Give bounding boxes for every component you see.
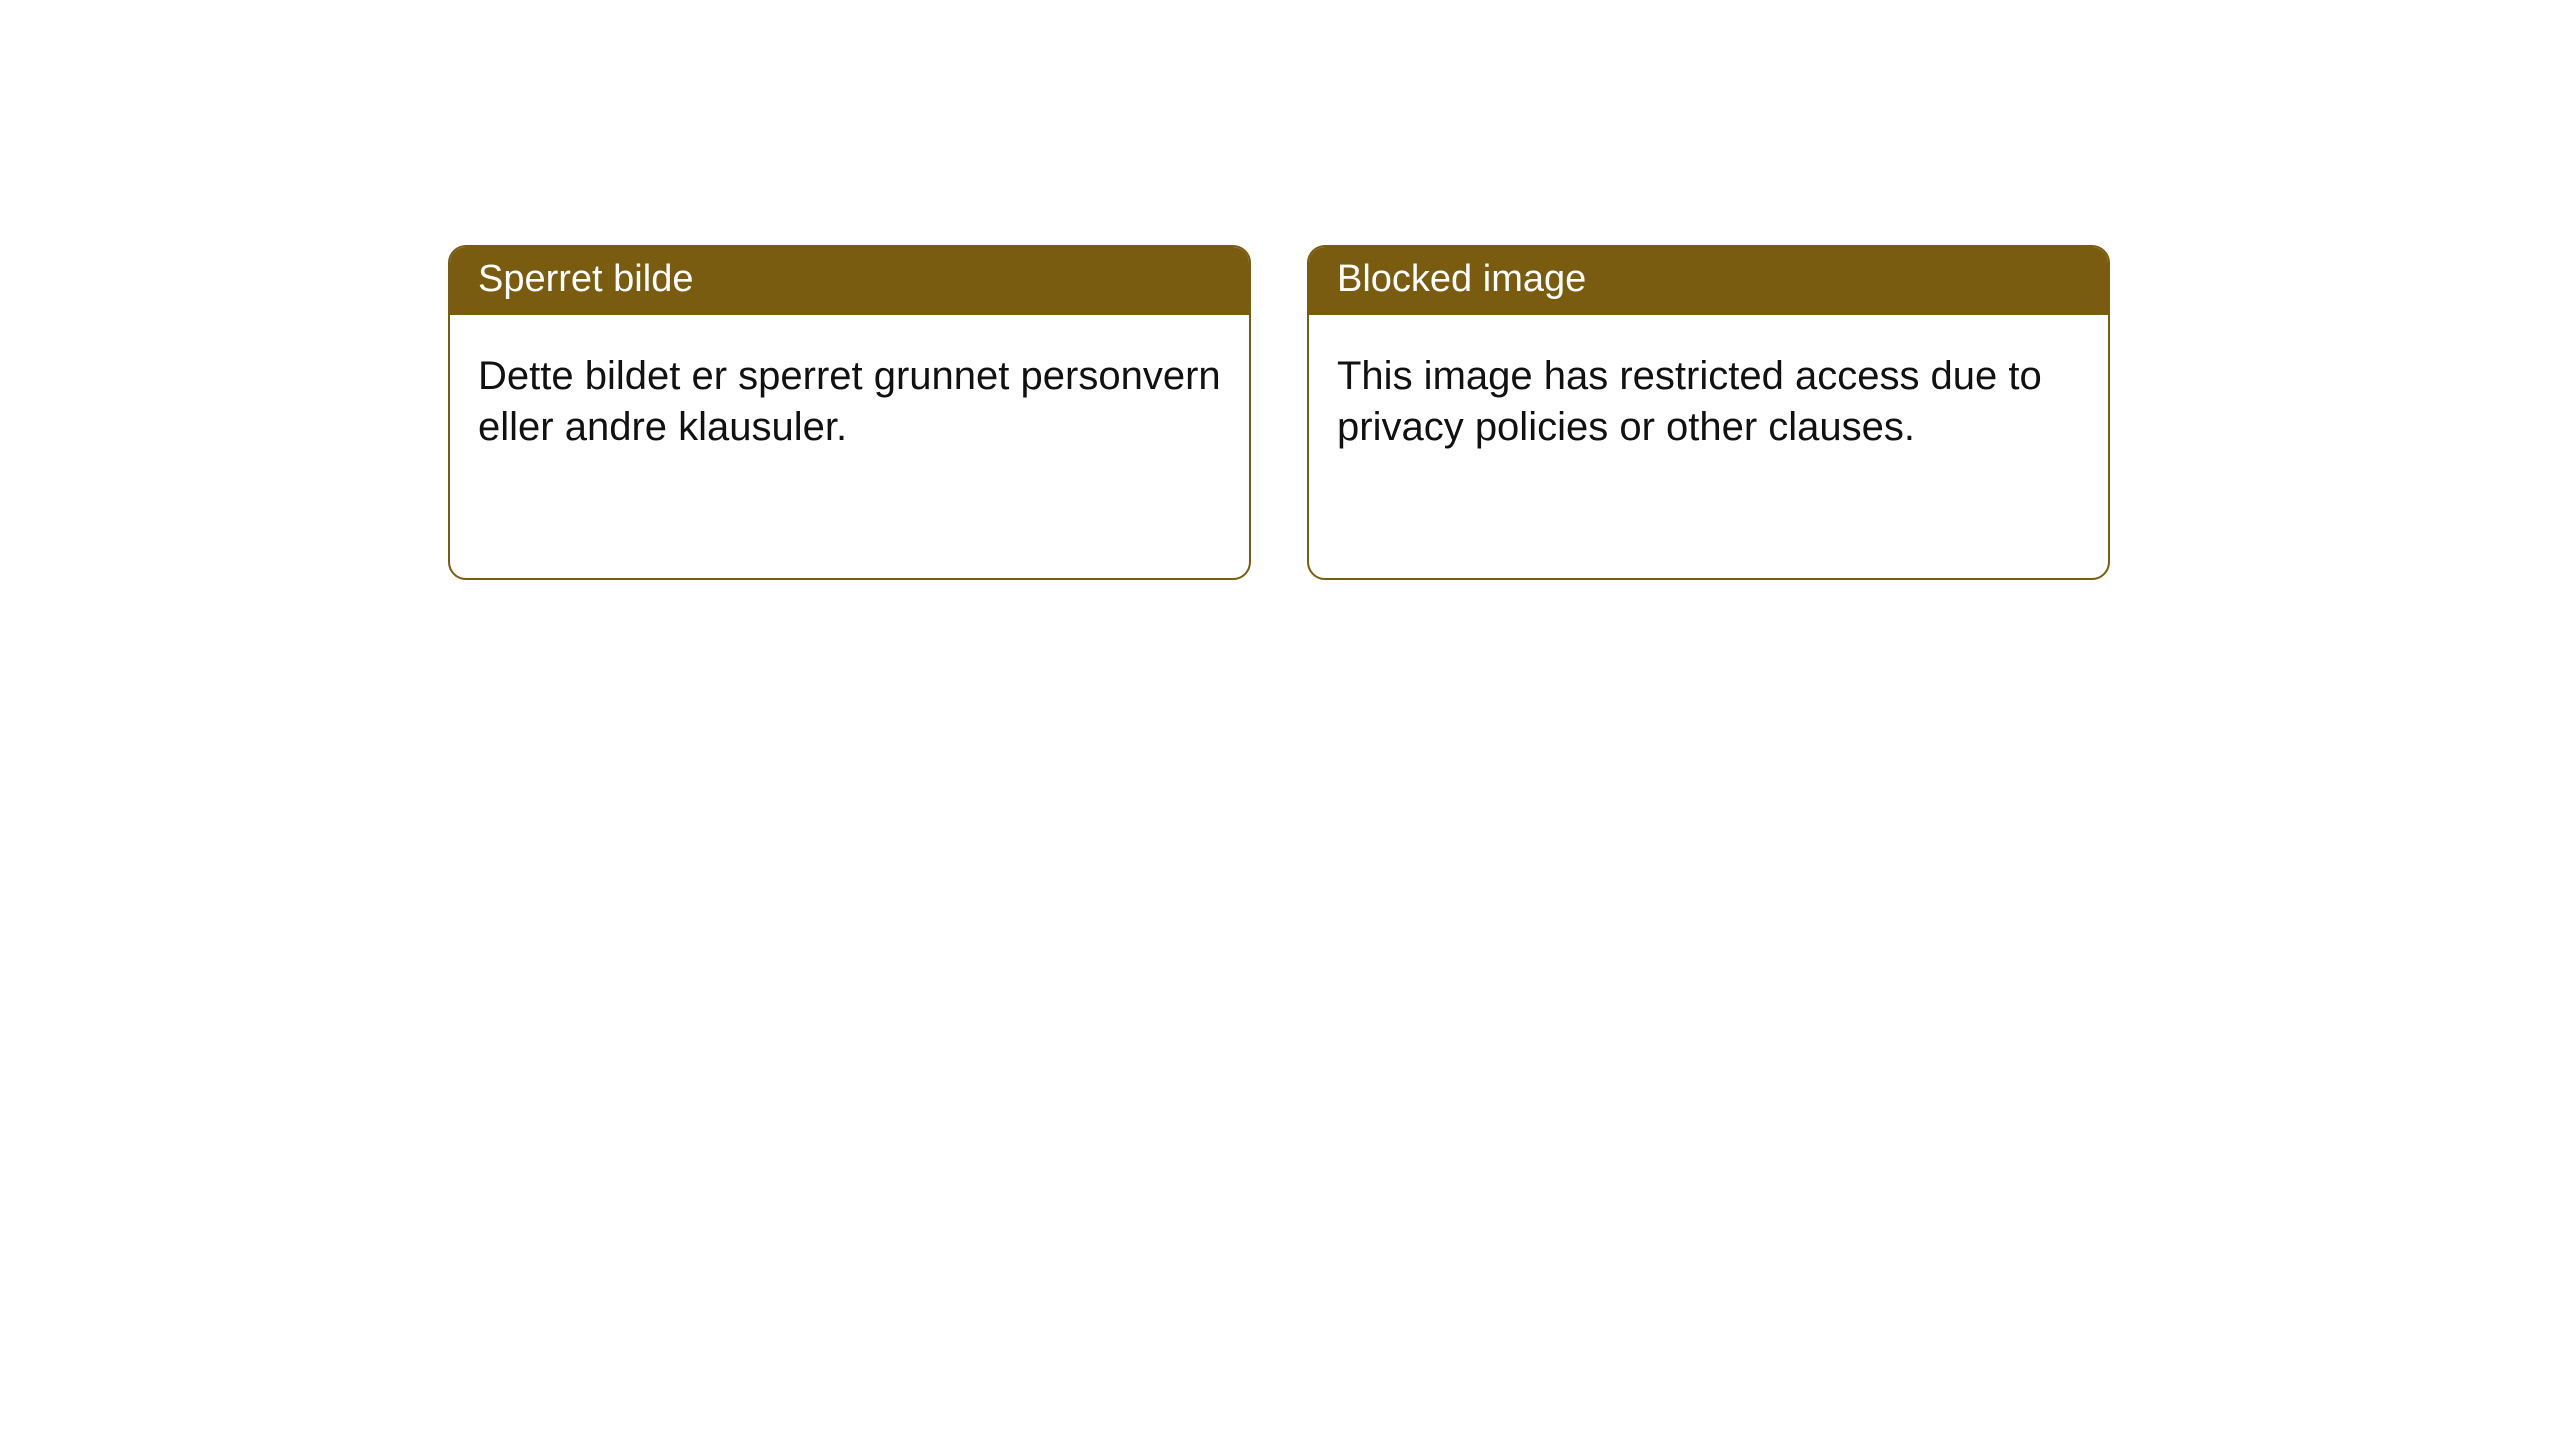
notice-header-english: Blocked image — [1309, 247, 2108, 315]
notice-container: Sperret bilde Dette bildet er sperret gr… — [0, 0, 2560, 580]
notice-card-norwegian: Sperret bilde Dette bildet er sperret gr… — [448, 245, 1251, 580]
notice-card-english: Blocked image This image has restricted … — [1307, 245, 2110, 580]
notice-body-english: This image has restricted access due to … — [1309, 315, 2108, 489]
notice-body-norwegian: Dette bildet er sperret grunnet personve… — [450, 315, 1249, 489]
notice-header-norwegian: Sperret bilde — [450, 247, 1249, 315]
